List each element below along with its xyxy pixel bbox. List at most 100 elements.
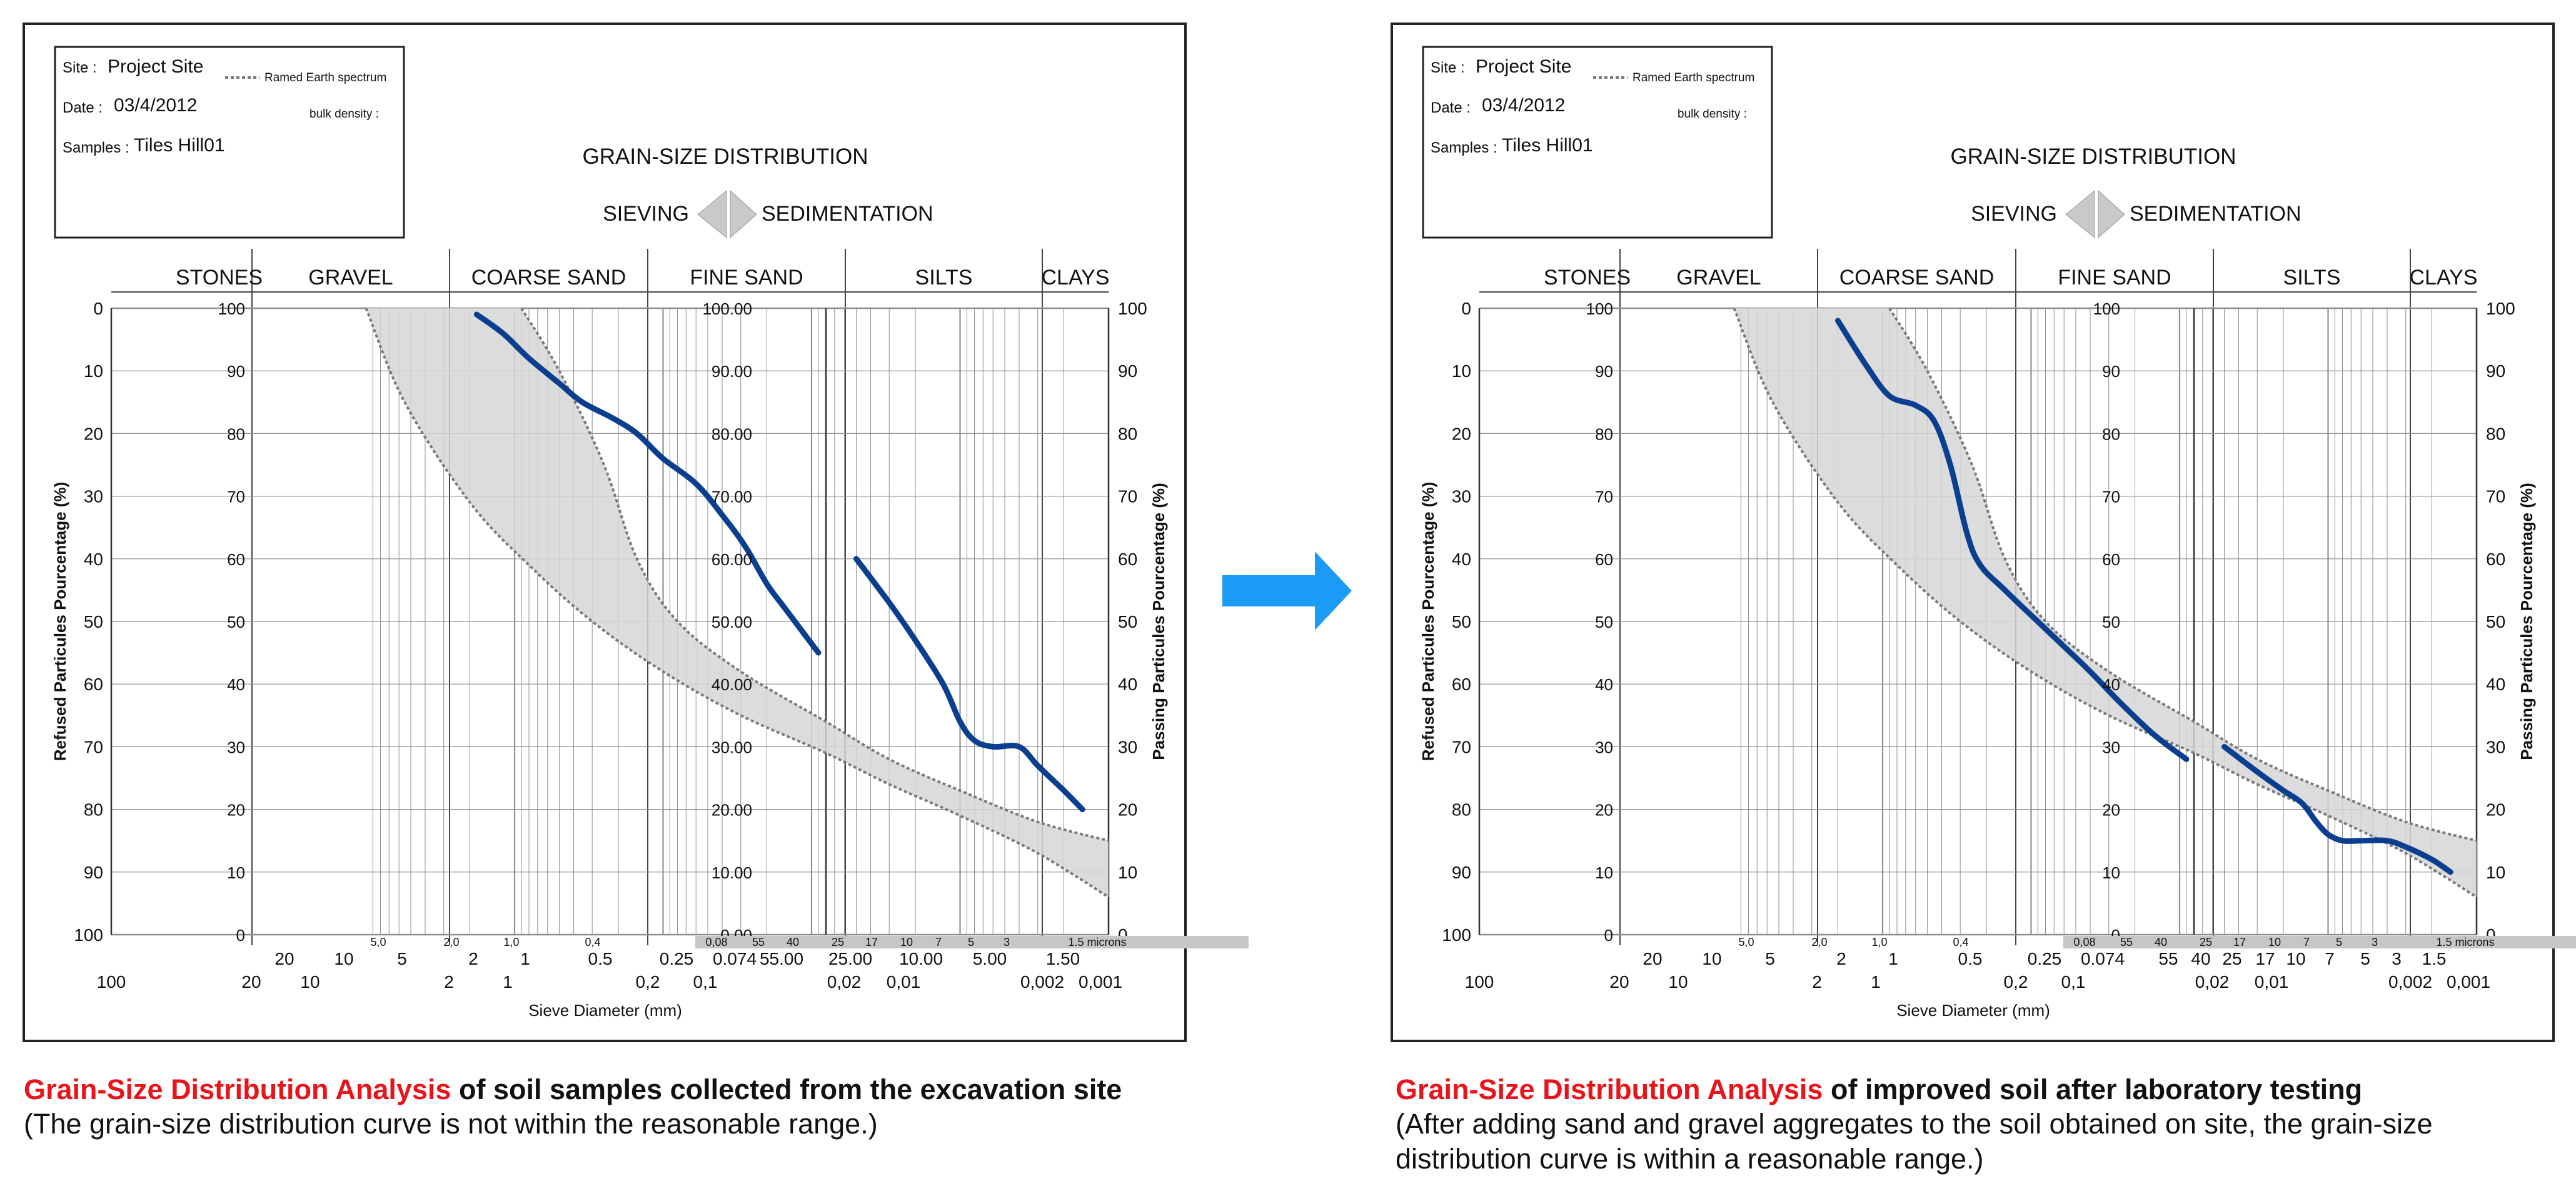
- small-size-label: 0,4: [585, 936, 600, 948]
- right-tick-label: 80: [2486, 424, 2505, 443]
- bulk-density-label: bulk density :: [1678, 108, 1747, 121]
- small-size-label: 40: [2155, 936, 2167, 948]
- row2-size-label: 1: [1871, 972, 1881, 992]
- small-size-label: 5,0: [370, 936, 386, 948]
- small-size-label: 7: [2303, 936, 2310, 948]
- left-tick-label: 10: [1452, 361, 1471, 381]
- zone-label: COARSE SAND: [471, 266, 626, 289]
- fine-tick-label: 40: [2102, 675, 2120, 694]
- row2-size-label: 0,02: [827, 972, 862, 992]
- chart-after: Site : Project Site Date : 03/4/2012 Samples…: [1391, 23, 2576, 1042]
- fine-tick-label: 10.00: [712, 863, 752, 882]
- right-tick-label: 50: [2486, 612, 2505, 631]
- small-size-label: 0,08: [705, 936, 727, 948]
- chart-title: GRAIN-SIZE DISTRIBUTION: [583, 144, 868, 169]
- small-size-label: 1.5 microns: [1068, 936, 1126, 948]
- row1-size-label: 10.00: [899, 949, 943, 968]
- left-tick-label: 80: [1452, 800, 1471, 820]
- left-tick-label: 60: [1452, 675, 1471, 694]
- date-value: 03/4/2012: [114, 95, 197, 116]
- left-tick-label: 0: [93, 299, 103, 318]
- right-tick-label: 40: [2486, 675, 2505, 694]
- caption-before-subtitle: (The grain-size distribution curve is no…: [24, 1108, 878, 1140]
- row1-size-label: 1: [1888, 949, 1898, 968]
- inner-tick-label: 90: [1595, 362, 1613, 381]
- right-tick-label: 100: [1118, 299, 1147, 318]
- x-axis-title: Sieve Diameter (mm): [528, 1001, 682, 1020]
- right-tick-label: 100: [2486, 299, 2515, 318]
- right-axis-title: Passing Particules Pourcentage (%): [1149, 483, 1168, 760]
- caption-after-bold: of improved soil after laboratory testin…: [1823, 1073, 2363, 1105]
- small-size-label: 1.5 microns: [2436, 936, 2494, 948]
- inner-tick-label: 70: [227, 488, 245, 506]
- row1-size-label: 0.5: [1958, 949, 1983, 968]
- row2-size-label: 0,1: [2061, 972, 2086, 992]
- row2-size-label: 0,01: [887, 972, 921, 992]
- left-tick-label: 100: [1442, 925, 1471, 945]
- left-tick-label: 20: [84, 424, 103, 443]
- samples-label: Samples :: [63, 139, 129, 156]
- fine-tick-label: 30.00: [712, 738, 752, 756]
- site-value: Project Site: [108, 56, 203, 77]
- curve-sieving: [1835, 318, 2190, 762]
- row2-size-label: 1: [503, 972, 513, 992]
- left-tick-label: 30: [1452, 487, 1471, 506]
- row1-size-label: 5: [1765, 949, 1775, 968]
- zone-label: FINE SAND: [2058, 266, 2171, 289]
- right-tick-label: 30: [2486, 737, 2505, 756]
- left-axis-title: Refused Particules Pourcentage (%): [51, 482, 69, 761]
- row1-size-label: 55: [2158, 949, 2178, 968]
- inner-tick-label: 100: [218, 299, 245, 318]
- left-tick-label: 60: [84, 675, 103, 694]
- small-size-label: 55: [2120, 936, 2133, 948]
- zone-label: CLAYS: [2410, 266, 2478, 289]
- row1-size-label: 25.00: [828, 949, 872, 968]
- left-tick-label: 70: [1452, 737, 1471, 756]
- right-tick-label: 70: [1118, 487, 1137, 506]
- right-tick-label: 20: [1118, 800, 1137, 820]
- small-size-label: 7: [935, 936, 942, 948]
- inner-tick-label: 10: [227, 863, 245, 882]
- fine-tick-label: 80: [2102, 425, 2120, 443]
- fine-tick-label: 30: [2102, 738, 2120, 756]
- zone-label: CLAYS: [1042, 266, 1110, 289]
- right-tick-label: 10: [2486, 863, 2505, 882]
- row1-size-label: 3: [2392, 949, 2402, 968]
- row1-size-label: 1.50: [1046, 949, 1080, 968]
- band-lower-bound: [1733, 308, 2478, 898]
- inner-tick-label: 20: [1595, 801, 1613, 820]
- small-size-label: 2,0: [443, 936, 459, 948]
- accepted-band: [1734, 308, 2477, 897]
- row1-size-label: 20: [1643, 949, 1662, 968]
- zone-label: STONES: [1544, 266, 1631, 289]
- legend-label: Ramed Earth spectrum: [1633, 71, 1754, 84]
- small-size-label: 5: [2336, 936, 2342, 948]
- sieving-triangle: [697, 189, 727, 239]
- row2-size-label: 0,01: [2255, 972, 2289, 992]
- row1-size-label: 5.00: [973, 949, 1007, 968]
- row2-size-label: 0,2: [2004, 972, 2028, 992]
- caption-after-red: Grain-Size Distribution Analysis: [1396, 1073, 1823, 1105]
- small-size-label: 1,0: [503, 936, 519, 948]
- row2-size-label: 0,001: [2447, 972, 2490, 992]
- small-size-label: 5,0: [1738, 936, 1754, 948]
- inner-tick-label: 50: [227, 613, 245, 631]
- right-arrow-icon: [1222, 551, 1352, 630]
- row2-size-label: 10: [1668, 972, 1688, 992]
- small-size-label: 10: [900, 936, 913, 948]
- left-tick-label: 90: [84, 863, 103, 882]
- x-axis-title: Sieve Diameter (mm): [1896, 1001, 2050, 1020]
- inner-tick-label: 50: [1595, 613, 1613, 631]
- row1-size-label: 0.074: [713, 949, 757, 968]
- accepted-band: [366, 308, 1109, 897]
- small-size-label: 40: [787, 936, 799, 948]
- row2-size-label: 2: [1812, 972, 1822, 992]
- fine-tick-label: 20.00: [712, 801, 752, 820]
- left-tick-label: 40: [84, 550, 103, 569]
- left-tick-label: 10: [84, 361, 103, 381]
- row1-size-label: 1: [520, 949, 530, 968]
- fine-tick-label: 70: [2102, 488, 2120, 506]
- row1-size-label: 0.074: [2081, 949, 2125, 968]
- row1-size-label: 7: [2325, 949, 2335, 968]
